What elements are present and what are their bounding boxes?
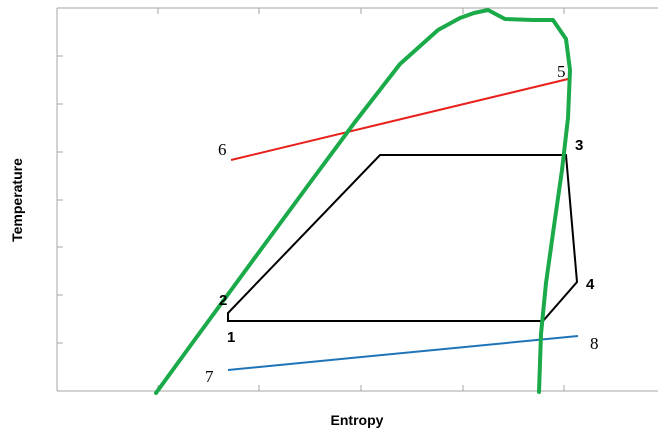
- state-label-1: 1: [227, 329, 235, 346]
- state-label-2: 2: [219, 292, 227, 309]
- state-label-6: 6: [218, 140, 227, 159]
- state-label-8: 8: [590, 334, 599, 353]
- state-label-4: 4: [586, 276, 595, 293]
- state-label-3: 3: [575, 137, 583, 154]
- y-axis-title: Temperature: [9, 158, 25, 242]
- left-ticks: [57, 55, 63, 344]
- cold-stream-line: [227, 335, 579, 371]
- state-label-7: 7: [205, 367, 214, 386]
- state-label-5: 5: [557, 62, 566, 81]
- saturation-dome: [154, 8, 572, 395]
- bottom-ticks: [157, 385, 565, 391]
- hot-stream-line: [230, 78, 569, 161]
- cycle-path: [227, 154, 579, 322]
- top-ticks: [157, 8, 565, 14]
- x-axis-title: Entropy: [331, 412, 384, 428]
